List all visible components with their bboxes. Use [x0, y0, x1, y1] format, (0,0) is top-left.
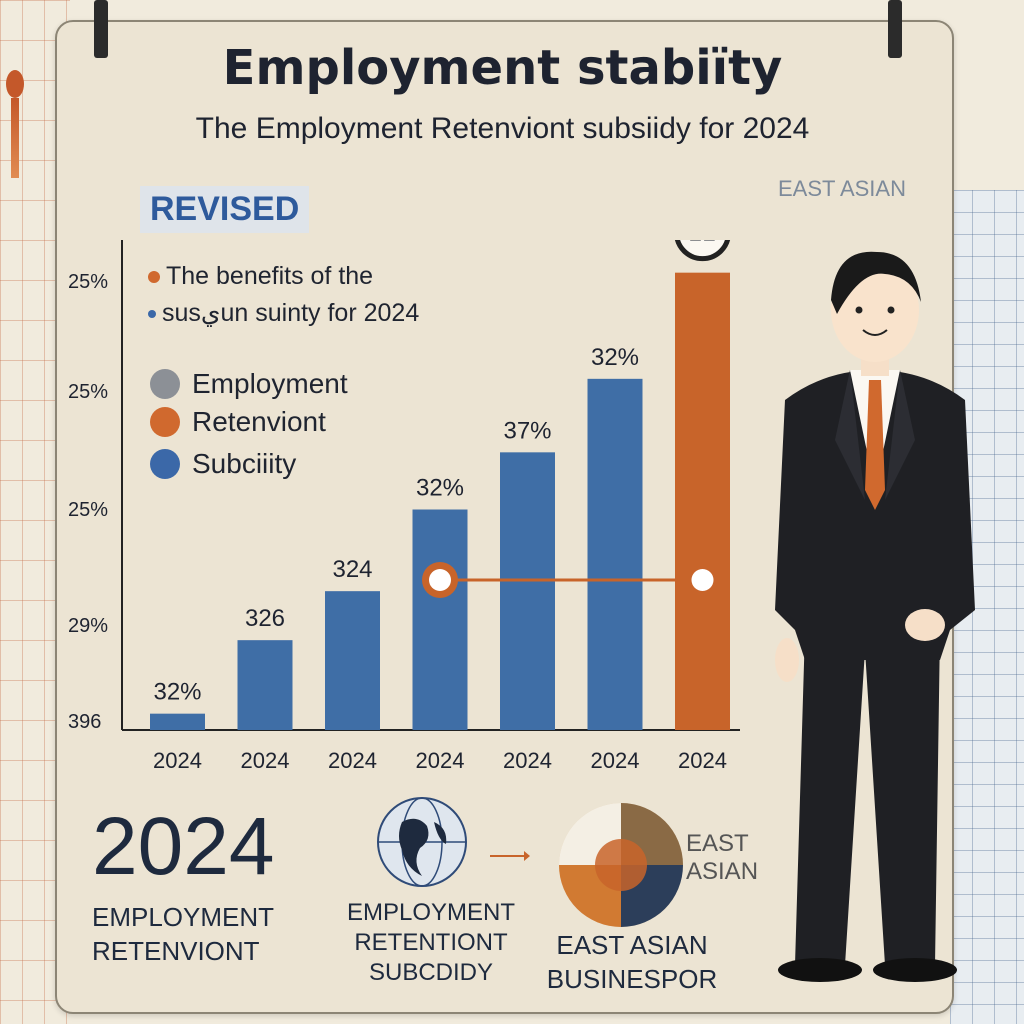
data-label: 326 — [245, 605, 285, 632]
board-clip-right — [888, 0, 902, 58]
ornament-tassel — [11, 98, 19, 178]
x-tick-label: 2024 — [328, 748, 377, 773]
legend-swatch — [150, 407, 180, 437]
revised-badge: REVISED — [140, 186, 310, 233]
middle-caption-line: SUBCDIDY — [368, 959, 494, 986]
right-caption-line: EAST ASIAN — [556, 930, 708, 960]
right-caption: EAST ASIAN BUSINESPOR — [532, 928, 732, 996]
big-year-label: 2024 — [92, 801, 275, 892]
x-tick-label: 2024 — [503, 748, 552, 773]
ornament-knot — [6, 70, 24, 98]
top-value-badge — [674, 240, 731, 262]
arrow-right-icon — [490, 851, 530, 861]
x-tick-label: 2024 — [591, 748, 640, 773]
globe-icon — [377, 797, 467, 887]
legend-swatch — [150, 449, 180, 479]
y-tick-label: 396 — [68, 711, 101, 733]
legend-item-employment: Employment — [150, 368, 348, 400]
connector-node-center — [691, 569, 714, 591]
bar — [325, 591, 380, 730]
orange-bullet-icon — [148, 271, 160, 284]
bar-chart: 396 29% 25% 25% 25% 2024 32% 2024 326 2024 324 2024… — [68, 240, 740, 773]
benefits-text-2: susيun suinty for 2024 — [162, 299, 420, 327]
data-label: 22 — [689, 240, 717, 246]
blue-bullet-icon — [148, 310, 156, 319]
chart-subtitle: The Employment Retenviont subsiidy for 2… — [195, 112, 810, 145]
left-caption-line: EMPLOYMENT — [92, 902, 275, 932]
legend-item-subsidy: Subciiity — [150, 448, 296, 480]
legend-label: Retenviont — [192, 406, 326, 437]
legend-swatch — [150, 369, 180, 399]
legend-label: Employment — [192, 368, 348, 399]
middle-caption-line: RETENTIONT — [354, 929, 508, 956]
left-caption: EMPLOYMENT RETENVIONT — [92, 900, 274, 968]
y-tick-label: 25% — [68, 381, 108, 403]
east-asian-tag: EAST ASIAN — [778, 176, 906, 201]
benefits-line-1: The benefits of the — [148, 262, 373, 291]
data-label: 324 — [332, 556, 372, 583]
data-label: 32% — [591, 344, 639, 371]
bar — [675, 272, 730, 730]
left-caption-line: RETENVIONT — [92, 936, 260, 966]
businessman-illustration — [775, 251, 975, 982]
y-tick-label: 29% — [68, 615, 108, 637]
pie-label-line: ASIAN — [686, 858, 759, 885]
legend-label: Subciiity — [192, 448, 297, 479]
middle-caption: EMPLOYMENT RETENTIONT SUBCDIDY — [336, 898, 526, 988]
data-label: 32% — [153, 679, 201, 706]
bar — [237, 640, 293, 730]
legend-item-retention: Retenviont — [150, 406, 326, 438]
data-label: 37% — [503, 417, 551, 444]
x-tick-label: 2024 — [241, 748, 290, 773]
bar — [587, 378, 643, 730]
x-tick-label: 2024 — [153, 748, 202, 773]
board-clip-left — [94, 0, 108, 58]
pie-label-line: EAST — [686, 830, 749, 857]
y-tick-label: 25% — [68, 271, 108, 293]
pie-chart-icon — [559, 803, 683, 927]
connector-node-center — [429, 569, 451, 591]
data-label: 32% — [416, 475, 464, 502]
middle-caption-line: EMPLOYMENT — [346, 899, 516, 926]
bar — [412, 509, 468, 730]
pie-label: EAST ASIAN — [686, 830, 758, 886]
y-tick-label: 25% — [68, 499, 108, 521]
chart-title: Employment stabiïty — [222, 40, 783, 96]
bar — [500, 452, 555, 730]
benefits-line-2: susيun suinty for 2024 — [148, 298, 419, 328]
x-tick-label: 2024 — [416, 748, 465, 773]
bar — [150, 713, 205, 730]
right-caption-line: BUSINESPOR — [546, 964, 718, 994]
x-tick-label: 2024 — [678, 748, 727, 773]
benefits-text-1: The benefits of the — [166, 262, 374, 290]
